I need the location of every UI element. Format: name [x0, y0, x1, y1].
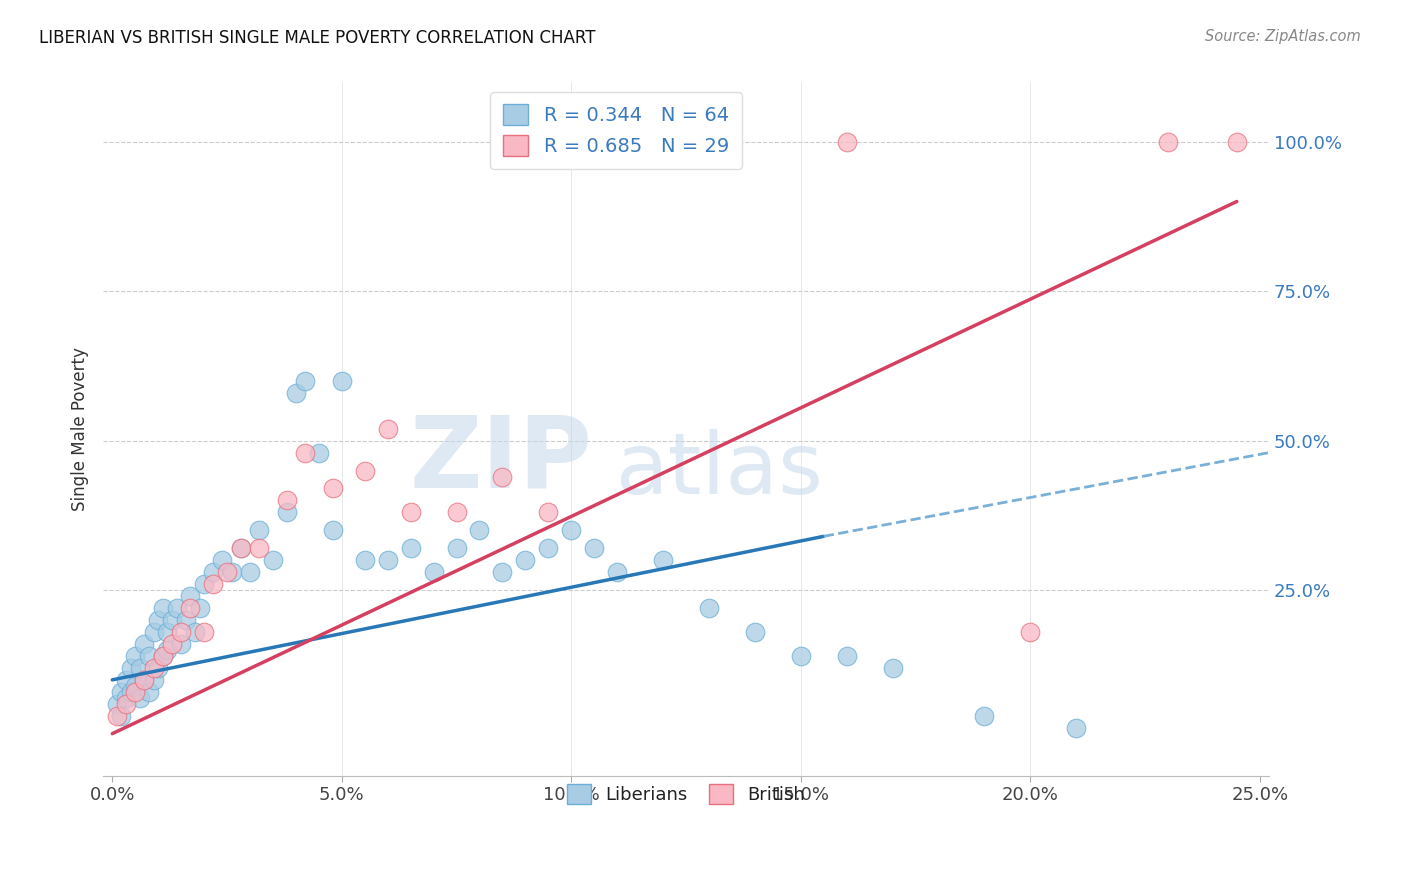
Point: [166, 601, 188, 615]
Point: [1019, 625, 1042, 640]
Point: [583, 541, 606, 556]
Point: [115, 673, 138, 687]
Point: [1226, 135, 1249, 149]
Point: [399, 541, 422, 556]
Point: [142, 661, 165, 675]
Point: [322, 524, 344, 538]
Point: [652, 553, 675, 567]
Point: [537, 505, 560, 519]
Point: [115, 697, 138, 711]
Point: [134, 673, 156, 687]
Point: [229, 541, 252, 556]
Point: [193, 625, 215, 640]
Point: [105, 708, 128, 723]
Point: [1064, 721, 1087, 735]
Point: [308, 445, 330, 459]
Point: [211, 553, 233, 567]
Point: [239, 565, 262, 579]
Point: [138, 685, 160, 699]
Point: [110, 685, 132, 699]
Point: [446, 505, 468, 519]
Point: [105, 697, 128, 711]
Point: [537, 541, 560, 556]
Point: [606, 135, 628, 149]
Point: [124, 685, 146, 699]
Point: [152, 648, 174, 663]
Point: [148, 661, 170, 675]
Point: [170, 637, 193, 651]
Point: [353, 553, 375, 567]
Text: LIBERIAN VS BRITISH SINGLE MALE POVERTY CORRELATION CHART: LIBERIAN VS BRITISH SINGLE MALE POVERTY …: [39, 29, 596, 46]
Point: [138, 648, 160, 663]
Point: [134, 673, 156, 687]
Point: [179, 589, 201, 603]
Point: [262, 553, 284, 567]
Point: [491, 565, 513, 579]
Text: Source: ZipAtlas.com: Source: ZipAtlas.com: [1205, 29, 1361, 44]
Point: [128, 661, 150, 675]
Point: [134, 637, 156, 651]
Point: [128, 690, 150, 705]
Point: [174, 613, 197, 627]
Point: [179, 601, 201, 615]
Point: [160, 613, 183, 627]
Point: [188, 601, 211, 615]
Point: [124, 679, 146, 693]
Point: [294, 445, 316, 459]
Y-axis label: Single Male Poverty: Single Male Poverty: [72, 347, 89, 510]
Point: [284, 385, 307, 400]
Point: [835, 135, 858, 149]
Point: [110, 708, 132, 723]
Point: [202, 577, 225, 591]
Point: [148, 613, 170, 627]
Point: [697, 601, 720, 615]
Point: [606, 565, 628, 579]
Text: atlas: atlas: [616, 429, 824, 512]
Point: [322, 482, 344, 496]
Point: [120, 661, 142, 675]
Point: [294, 374, 316, 388]
Point: [491, 469, 513, 483]
Point: [515, 553, 537, 567]
Point: [377, 422, 399, 436]
Point: [1157, 135, 1180, 149]
Point: [973, 708, 995, 723]
Point: [330, 374, 353, 388]
Point: [142, 673, 165, 687]
Point: [142, 625, 165, 640]
Point: [215, 565, 238, 579]
Point: [353, 464, 375, 478]
Point: [202, 565, 225, 579]
Point: [247, 524, 270, 538]
Point: [276, 505, 298, 519]
Point: [652, 135, 675, 149]
Point: [156, 643, 179, 657]
Point: [882, 661, 904, 675]
Point: [399, 505, 422, 519]
Point: [560, 524, 582, 538]
Point: [229, 541, 252, 556]
Point: [790, 648, 813, 663]
Point: [276, 493, 298, 508]
Point: [124, 648, 146, 663]
Point: [115, 690, 138, 705]
Point: [247, 541, 270, 556]
Point: [184, 625, 207, 640]
Point: [170, 625, 193, 640]
Point: [152, 601, 174, 615]
Point: [120, 685, 142, 699]
Point: [160, 637, 183, 651]
Point: [156, 625, 179, 640]
Point: [193, 577, 215, 591]
Point: [221, 565, 243, 579]
Point: [468, 524, 491, 538]
Legend: Liberians, British: Liberians, British: [557, 773, 815, 815]
Point: [152, 648, 174, 663]
Point: [377, 553, 399, 567]
Point: [835, 648, 858, 663]
Point: [744, 625, 766, 640]
Text: ZIP: ZIP: [411, 411, 593, 508]
Point: [422, 565, 444, 579]
Point: [446, 541, 468, 556]
